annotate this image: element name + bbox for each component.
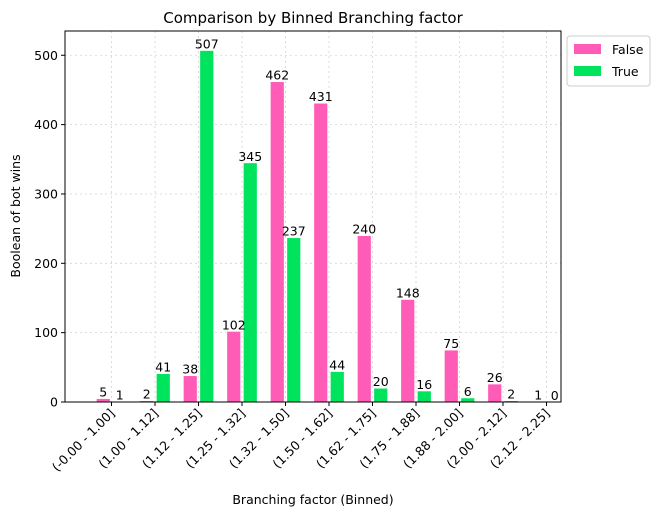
data-label-false-2: 38 bbox=[182, 362, 198, 377]
data-label-false-6: 240 bbox=[352, 222, 376, 237]
data-label-false-4: 462 bbox=[265, 68, 289, 83]
chart-title: Comparison by Binned Branching factor bbox=[163, 9, 463, 27]
data-label-true-7: 16 bbox=[416, 377, 432, 392]
bar-false-3 bbox=[226, 330, 242, 403]
data-label-false-3: 102 bbox=[222, 317, 246, 332]
data-label-true-0: 1 bbox=[116, 387, 124, 402]
bar-false-9 bbox=[487, 383, 503, 403]
y-tick-label-3: 300 bbox=[34, 186, 58, 201]
data-label-false-0: 5 bbox=[99, 385, 107, 400]
bar-true-1 bbox=[155, 373, 171, 403]
data-label-false-10: 1 bbox=[534, 387, 542, 402]
bar-true-6 bbox=[373, 387, 389, 403]
y-tick-label-1: 100 bbox=[34, 325, 58, 340]
bar-true-7 bbox=[416, 390, 432, 403]
x-axis-title: Branching factor (Binned) bbox=[232, 492, 393, 507]
legend-label-true: True bbox=[611, 64, 639, 79]
y-tick-label-5: 500 bbox=[34, 48, 58, 63]
legend: False True bbox=[566, 35, 651, 87]
data-label-false-5: 431 bbox=[309, 89, 333, 104]
data-label-true-2: 507 bbox=[195, 36, 219, 51]
plot-frame bbox=[64, 30, 562, 403]
data-label-true-5: 44 bbox=[329, 357, 345, 372]
bar-false-2 bbox=[182, 375, 198, 403]
data-label-false-8: 75 bbox=[443, 336, 459, 351]
bar-false-8 bbox=[443, 349, 459, 403]
y-tick-label-2: 200 bbox=[34, 256, 58, 271]
bar-false-4 bbox=[269, 81, 285, 403]
data-label-true-6: 20 bbox=[373, 374, 389, 389]
bar-false-7 bbox=[400, 298, 416, 403]
bar-labels: 5 238102462431240148752611415073452374420… bbox=[99, 36, 559, 403]
data-label-true-8: 6 bbox=[464, 384, 472, 399]
bar-false-6 bbox=[356, 235, 372, 403]
data-label-false-7: 148 bbox=[396, 285, 420, 300]
data-label-false-9: 26 bbox=[487, 370, 503, 385]
bar-true-4 bbox=[286, 237, 302, 403]
y-axis-title: Boolean of bot wins bbox=[8, 154, 23, 277]
data-label-true-4: 237 bbox=[282, 224, 306, 239]
bar-true-5 bbox=[329, 371, 345, 403]
y-axis: 0 100 200 300 400 500 bbox=[34, 48, 65, 410]
x-axis: (-0.00 - 1.00](1.00 - 1.12](1.12 - 1.25]… bbox=[49, 402, 553, 474]
data-label-true-9: 2 bbox=[507, 387, 515, 402]
data-label-true-1: 41 bbox=[155, 360, 171, 375]
bar-true-2 bbox=[199, 50, 215, 403]
legend-swatch-false bbox=[574, 44, 601, 54]
bars bbox=[95, 50, 546, 403]
data-label-true-3: 345 bbox=[238, 149, 262, 164]
bar-true-3 bbox=[242, 162, 258, 403]
y-tick-label-4: 400 bbox=[34, 117, 58, 132]
y-tick-label-0: 0 bbox=[50, 395, 58, 410]
legend-swatch-true bbox=[574, 66, 601, 76]
legend-label-false: False bbox=[612, 42, 644, 57]
data-label-true-10: 0 bbox=[551, 388, 559, 403]
bar-false-5 bbox=[313, 102, 329, 403]
grid bbox=[65, 31, 561, 403]
data-label-false-1: 2 bbox=[143, 387, 151, 402]
